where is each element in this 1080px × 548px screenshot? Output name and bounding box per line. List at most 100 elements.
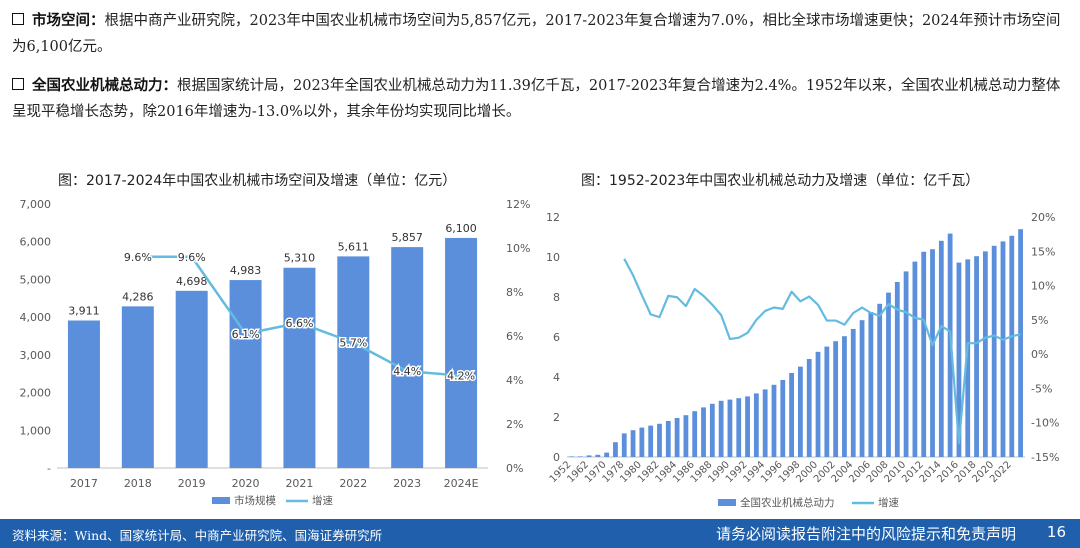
bar <box>780 380 786 457</box>
bar <box>974 256 979 457</box>
legend-bar-label: 市场规模 <box>234 494 276 507</box>
bar <box>1018 229 1023 457</box>
bar <box>762 389 768 457</box>
bar <box>991 245 997 457</box>
legend-line-label: 增速 <box>312 494 333 507</box>
checkbox-square-icon <box>12 78 24 90</box>
y-right-tick-label: 5% <box>1031 314 1048 327</box>
bar <box>824 346 830 457</box>
bullet-head: 全国农业机械总动力： <box>32 78 177 94</box>
x-tick-label: 2022 <box>339 477 367 490</box>
bar <box>965 259 971 457</box>
bar <box>718 400 724 457</box>
bar <box>657 423 662 457</box>
y-right-tick-label: 12% <box>506 198 530 211</box>
bar <box>701 407 706 457</box>
y-tick-label: 6 <box>553 331 560 344</box>
bar <box>903 271 909 457</box>
x-tick-label: 2021 <box>285 477 313 490</box>
line-value-label: 9.6% <box>178 251 206 264</box>
bar <box>674 418 680 457</box>
bar <box>886 292 891 457</box>
x-tick-label: 2019 <box>178 477 206 490</box>
y-right-tick-label: 10% <box>506 242 530 255</box>
footer-disclaimer: 请务必阅读报告附注中的风险提示和免责声明 <box>715 525 1016 543</box>
bar <box>771 384 777 457</box>
y-right-tick-label: -5% <box>1031 382 1052 395</box>
bullet-market-space: 市场空间：根据中商产业研究院，2023年中国农业机械市场空间为5,857亿元，2… <box>12 8 1062 60</box>
bar <box>586 455 592 457</box>
bar <box>665 421 671 457</box>
bar-value-label: 5,611 <box>338 240 370 253</box>
y-tick-label: 6,000 <box>20 236 52 249</box>
y-tick-label: - <box>47 462 51 475</box>
bar <box>736 398 742 457</box>
bar <box>595 454 601 457</box>
y-tick-label: 12 <box>546 211 560 224</box>
bar <box>577 456 583 457</box>
bar <box>621 433 627 457</box>
line-value-label: 4.2% <box>447 370 475 383</box>
bar <box>842 336 847 457</box>
y-tick-label: 7,000 <box>20 198 52 211</box>
y-tick-label: 4 <box>553 371 560 384</box>
y-right-tick-label: 15% <box>1031 245 1055 258</box>
bar <box>283 267 316 468</box>
x-tick-label: 2023 <box>393 477 421 490</box>
bar <box>175 290 208 468</box>
y-right-tick-label: 6% <box>506 330 523 343</box>
bar <box>930 249 935 457</box>
bar <box>1000 241 1006 457</box>
chart-machinery-power: 024681012-15%-10%-5%0%5%10%15%20%1952196… <box>546 211 1059 509</box>
line-value-label: 5.7% <box>339 337 367 350</box>
chart2-title: 图：1952-2023年中国农业机械总动力及增速（单位：亿千瓦） <box>581 173 980 189</box>
bar <box>630 430 636 457</box>
bullet-text: 根据中商产业研究院，2023年中国农业机械市场空间为5,857亿元，2017-2… <box>12 13 1061 55</box>
bar <box>938 240 944 457</box>
bar-value-label: 4,698 <box>176 275 208 288</box>
bar <box>921 251 927 457</box>
y-right-tick-label: 0% <box>506 462 523 475</box>
bar <box>894 282 900 457</box>
legend-bar-label: 全国农业机械总动力 <box>740 496 835 509</box>
bar <box>956 262 962 457</box>
legend-line-label: 增速 <box>878 496 899 509</box>
bar <box>859 320 865 457</box>
y-tick-label: 8 <box>553 291 560 304</box>
bar <box>692 411 698 457</box>
chart-market-space: - 1,000 2,000 3,000 4,000 5,000 6,000 7,000 0% 2%… <box>20 198 531 507</box>
bullet-machinery-power: 全国农业机械总动力：根据国家统计局，2023年全国农业机械总动力为11.39亿千… <box>12 73 1062 125</box>
bullet-head: 市场空间： <box>32 13 105 29</box>
bar <box>569 456 574 457</box>
bar-value-label: 4,983 <box>230 264 262 277</box>
legend-bar-swatch <box>718 499 736 506</box>
growth-line <box>623 258 1021 445</box>
chart1-title: 图：2017-2024年中国农业机械市场空间及增速（单位：亿元） <box>58 173 457 189</box>
footer-source: 资料来源：Wind、国家统计局、中商产业研究院、国海证券研究所 <box>12 528 383 543</box>
bar <box>229 280 262 468</box>
bar <box>877 303 883 457</box>
bar-value-label: 4,286 <box>122 290 154 303</box>
legend-bar-swatch <box>212 497 230 504</box>
bar <box>639 427 645 457</box>
bar <box>445 237 478 468</box>
y-tick-label: 2 <box>553 411 560 424</box>
y-tick-label: 0 <box>553 451 560 464</box>
y-right-tick-label: -10% <box>1031 417 1059 430</box>
bar <box>67 320 100 468</box>
bar <box>806 359 812 457</box>
line-value-label: 6.6% <box>285 317 313 330</box>
y-right-tick-label: 10% <box>1031 280 1055 293</box>
y-tick-label: 3,000 <box>20 349 52 362</box>
bar <box>337 256 370 468</box>
x-tick-label: 2024E <box>444 477 479 490</box>
bar <box>798 366 803 457</box>
y-right-tick-label: 20% <box>1031 211 1055 224</box>
bar <box>982 251 988 457</box>
bar <box>604 452 610 457</box>
growth-line <box>137 255 462 377</box>
y-right-tick-label: 8% <box>506 286 523 299</box>
bar <box>709 403 715 457</box>
x-tick-label: 2017 <box>70 477 98 490</box>
y-right-tick-label: 2% <box>506 418 523 431</box>
